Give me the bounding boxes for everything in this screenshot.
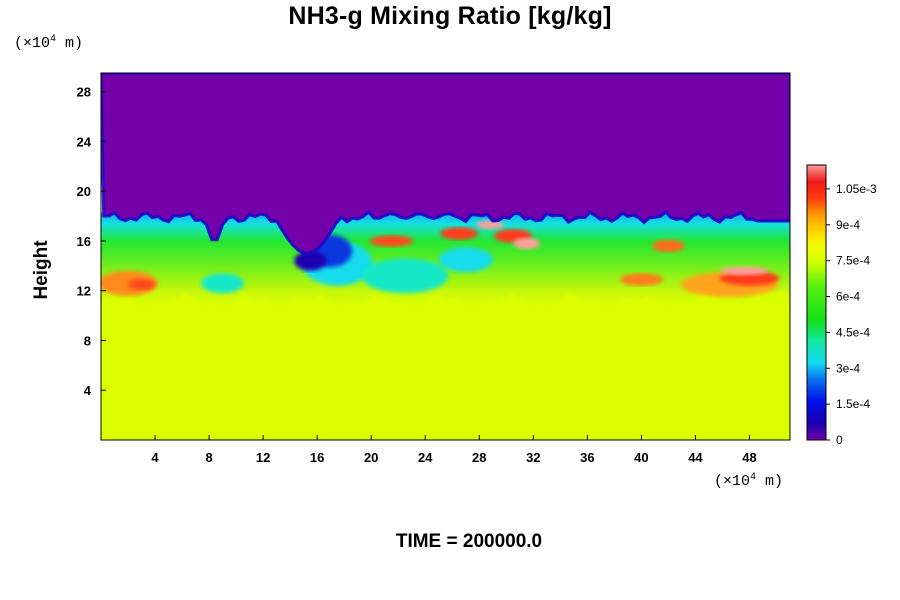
- blob-far-right-pink: [719, 266, 769, 276]
- colorbar-tick-label: 3e-4: [836, 361, 860, 375]
- blob-right-orange: [619, 273, 664, 286]
- plot-frame: [100, 72, 791, 441]
- chart-title: NH3-g Mixing Ratio [kg/kg]: [288, 2, 612, 30]
- blob-left-red: [128, 278, 156, 291]
- x-tick-label: 28: [472, 450, 486, 465]
- x-tick-label: 20: [364, 450, 378, 465]
- y-axis-unit: (×104 m): [14, 34, 84, 52]
- colorbar-scale: [806, 164, 827, 441]
- x-tick-label: 36: [580, 450, 594, 465]
- x-tick-label: 32: [526, 450, 540, 465]
- x-axis-unit: (×104 m): [714, 472, 784, 490]
- blob-center-pink: [513, 237, 541, 250]
- x-tick-label: 44: [688, 450, 703, 465]
- time-label: TIME = 200000.0: [395, 531, 543, 552]
- colorbar-tick-label: 1.05e-3: [836, 182, 877, 196]
- y-tick-label: 16: [77, 234, 91, 249]
- y-tick-label: 8: [84, 333, 91, 348]
- colorbar-tick-label: 9e-4: [836, 218, 860, 232]
- blob-upper-right-orange: [652, 239, 685, 253]
- y-tick-label: 4: [84, 383, 92, 398]
- x-tick-label: 12: [256, 450, 270, 465]
- blob-top-pink: [476, 220, 504, 230]
- y-tick-label: 28: [77, 85, 91, 100]
- colorbar-tick-label: 1.5e-4: [836, 397, 870, 411]
- y-tick-label: 24: [77, 134, 92, 149]
- blob-mid-red: [369, 235, 414, 247]
- colorbar-tick-label: 0: [836, 433, 843, 447]
- x-tick-label: 40: [634, 450, 648, 465]
- x-tick-label: 4: [151, 450, 159, 465]
- colorbar-tick-label: 6e-4: [836, 290, 860, 304]
- field-band-bottom-edge: [101, 286, 790, 314]
- x-tick-label: 16: [310, 450, 324, 465]
- colorbar-tick-label: 4.5e-4: [836, 325, 870, 339]
- swirl-cyan-4: [200, 273, 245, 294]
- y-tick-label: 20: [77, 184, 91, 199]
- field-upper-layer: [101, 73, 790, 254]
- field-upper-edge: [101, 73, 790, 255]
- x-tick-label: 48: [742, 450, 756, 465]
- x-tick-label: 8: [205, 450, 212, 465]
- field-lower-layer: [101, 303, 790, 440]
- swirl-dark-blue: [294, 250, 327, 271]
- swirl-cyan-3: [438, 247, 493, 273]
- colorbar-tick-label: 7.5e-4: [836, 254, 870, 268]
- y-tick-label: 12: [77, 284, 91, 299]
- x-tick-label: 24: [418, 450, 433, 465]
- blob-center-left-red: [440, 227, 478, 240]
- swirl-cyan-2: [361, 258, 449, 294]
